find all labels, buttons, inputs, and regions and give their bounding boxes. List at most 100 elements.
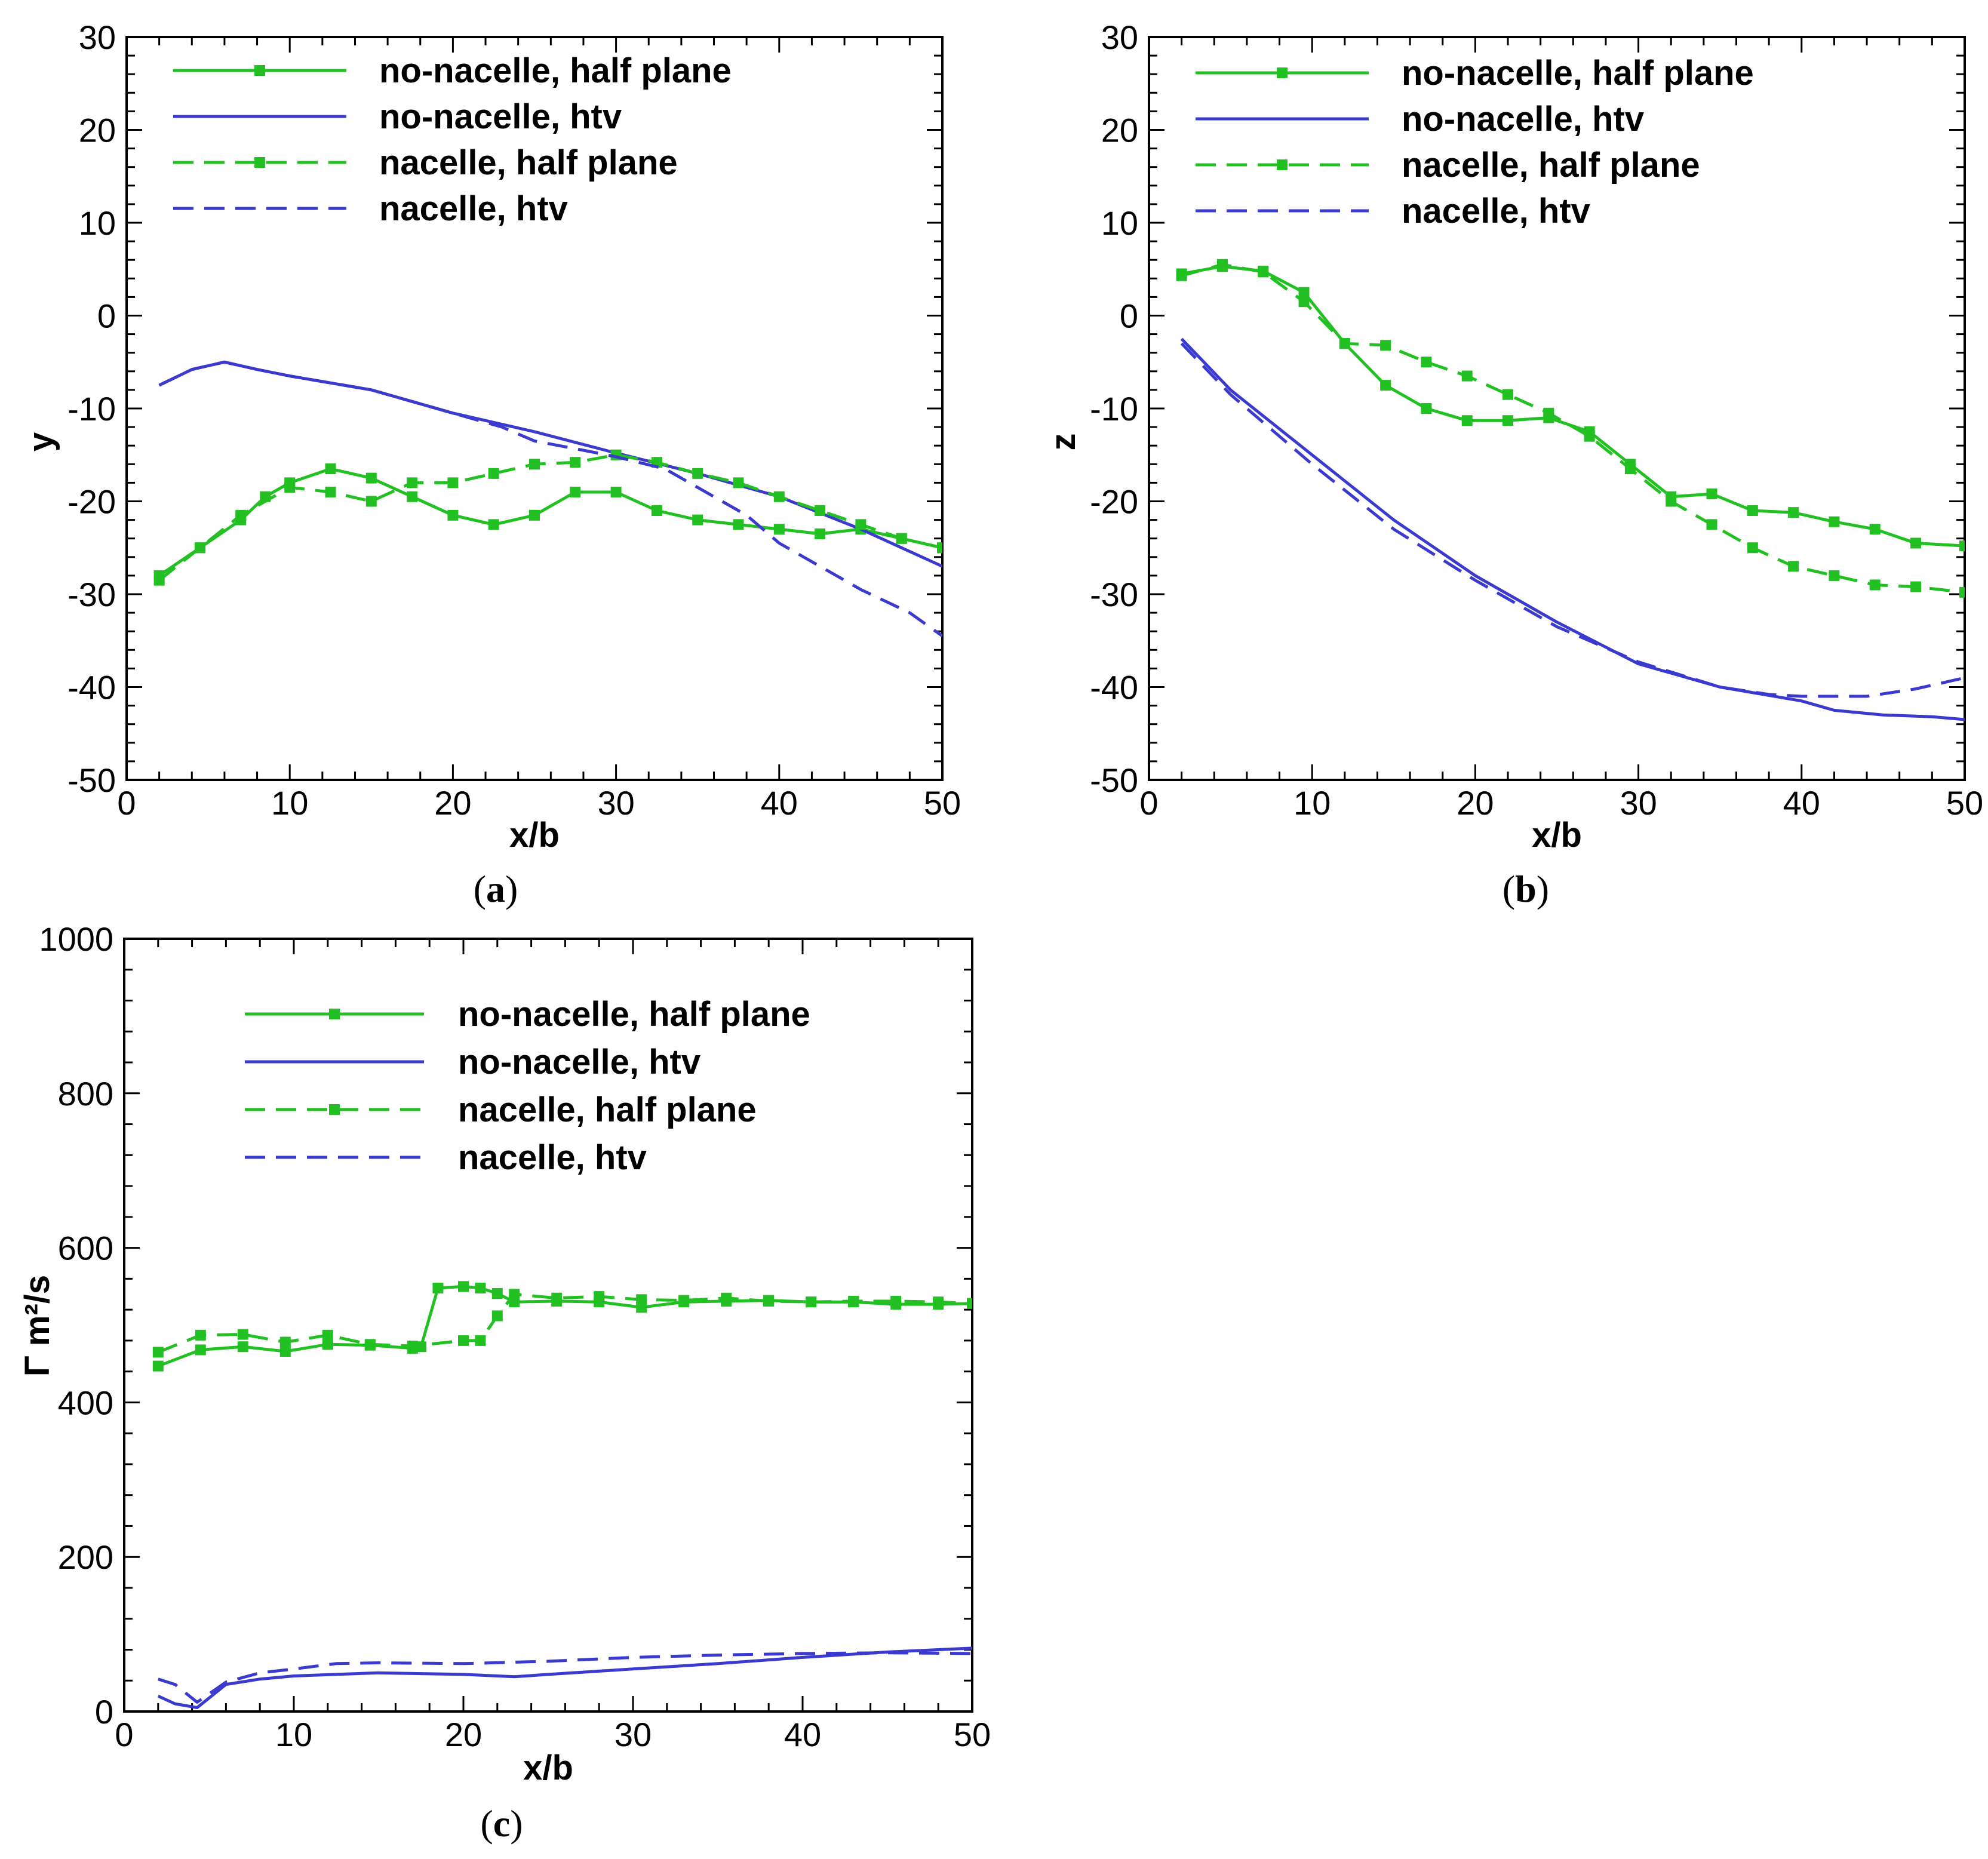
caption-close-paren: )	[510, 1802, 523, 1845]
legend-label-nonac_half: no-nacelle, half plane	[458, 995, 810, 1034]
data-point-nonac_half	[195, 1344, 206, 1356]
legend: no-nacelle, half plane no-nacelle, htv nac…	[1196, 54, 1754, 231]
data-point-nonac_half	[1869, 524, 1881, 535]
data-point-nac_half	[1869, 579, 1881, 591]
series-group	[1176, 259, 1965, 721]
data-point-nac_half	[152, 1347, 164, 1358]
chart-panel-c: 0 10 20 30 40 50 1000 800 600 400 200 0 x/b Γ m²/s (c)…	[18, 920, 991, 1845]
data-point-nonac_half	[773, 524, 785, 535]
y-tick-label: 200	[58, 1538, 113, 1576]
legend-marker-nac_half	[254, 157, 265, 168]
y-tick-label: -50	[1090, 761, 1138, 799]
x-tick-label: 30	[614, 1716, 652, 1753]
data-point-nonac_half	[1747, 505, 1758, 517]
data-point-nac_half	[570, 457, 581, 468]
data-point-nac_half	[1461, 370, 1473, 382]
series-line-nac_half	[157, 1292, 972, 1354]
legend: no-nacelle, half plane no-nacelle, htv nac…	[173, 51, 732, 228]
data-point-nac_half	[195, 1329, 206, 1341]
y-tick-label: -40	[67, 669, 116, 706]
data-point-nac_half	[721, 1292, 732, 1304]
data-point-nac_half	[1176, 270, 1187, 281]
y-axis-title: z	[1044, 434, 1083, 451]
plot-frame	[123, 938, 973, 1713]
legend-label-nonac_htv: no-nacelle, htv	[1402, 100, 1644, 139]
data-point-nac_half	[237, 1329, 248, 1340]
y-tick-label: -50	[67, 761, 116, 799]
data-point-nac_half	[594, 1291, 605, 1302]
data-point-nac_half	[1624, 463, 1636, 475]
y-tick-label: 400	[58, 1384, 113, 1421]
data-point-nonac_half	[1788, 507, 1799, 518]
data-point-nac_half	[806, 1296, 817, 1308]
data-point-nac_half	[773, 491, 785, 502]
x-tick-label: 40	[1783, 784, 1820, 822]
y-tick-label: 20	[79, 112, 116, 149]
data-point-nac_half	[475, 1335, 486, 1346]
caption-close-paren: )	[1537, 868, 1549, 910]
legend-label-nonac_half: no-nacelle, half plane	[379, 51, 732, 90]
data-point-nac_half	[967, 1298, 972, 1309]
y-tick-label: 30	[1101, 19, 1138, 56]
data-point-nonac_half	[815, 528, 826, 539]
data-point-nac_half	[896, 533, 907, 544]
data-point-nonac_half	[610, 486, 622, 497]
data-point-nac_half	[1829, 570, 1840, 581]
legend-label-nac_half: nacelle, half plane	[1402, 146, 1700, 185]
legend-marker-nac_half	[329, 1104, 340, 1115]
data-point-nac_half	[636, 1294, 647, 1305]
data-point-nac_half	[364, 1339, 376, 1350]
data-point-nac_half	[678, 1295, 690, 1306]
data-point-nac_half	[1380, 340, 1391, 351]
caption-letter: c	[493, 1802, 510, 1845]
series-line-nonac_half	[1181, 265, 1965, 548]
y-axis-title: Γ m²/s	[18, 1275, 57, 1376]
y-tick-label: 10	[79, 204, 116, 242]
data-point-nac_half	[322, 1329, 333, 1341]
y-tick-label: 30	[79, 19, 116, 56]
data-point-nonac_half	[733, 519, 744, 530]
data-point-nac_half	[551, 1292, 563, 1304]
series-group	[153, 360, 942, 638]
x-tick-label: 40	[761, 784, 798, 822]
x-tick-label: 50	[1946, 784, 1983, 822]
caption-open-paren: (	[1502, 868, 1515, 910]
data-point-nac_half	[1747, 542, 1758, 554]
x-tick-label: 0	[1139, 784, 1158, 822]
data-point-nac_half	[1788, 561, 1799, 572]
data-point-nac_half	[1910, 581, 1922, 592]
data-point-nac_half	[763, 1295, 775, 1307]
data-point-nac_half	[1666, 496, 1677, 507]
data-point-nac_half	[509, 1289, 520, 1300]
series-line-nac_half	[1181, 263, 1965, 594]
data-point-nac_half	[1543, 407, 1554, 419]
data-point-nac_half	[153, 574, 165, 586]
data-point-nonac_half	[1706, 488, 1717, 500]
data-point-nac_half	[1706, 519, 1717, 530]
chart-panel-b: 0 10 20 30 40 50 30 20 10 0 -10 -20 -30 -40 -50 x/b z (b)…	[1044, 19, 1983, 910]
legend-label-nonac_htv: no-nacelle, htv	[458, 1043, 700, 1081]
data-point-nonac_half	[279, 1345, 291, 1357]
legend-label-nac_htv: nacelle, htv	[458, 1138, 647, 1177]
series-line-nonac_htv	[1180, 337, 1965, 721]
y-tick-label: -30	[1090, 576, 1138, 613]
legend-label-nonac_htv: no-nacelle, htv	[379, 97, 622, 136]
data-point-nac_half	[1339, 338, 1350, 349]
data-point-nac_half	[1216, 259, 1228, 270]
y-tick-label: -40	[1090, 669, 1138, 706]
data-point-nac_half	[407, 477, 418, 488]
data-point-nac_half	[890, 1295, 902, 1307]
panel-caption: (a)	[474, 868, 518, 910]
caption-letter: a	[486, 868, 505, 910]
x-tick-label: 20	[445, 1716, 482, 1753]
x-axis-title: x/b	[1532, 816, 1582, 855]
data-point-nonac_half	[570, 486, 581, 497]
x-tick-label: 0	[115, 1716, 133, 1753]
data-point-nonac_half	[692, 514, 703, 526]
y-tick-label: -20	[67, 483, 116, 521]
x-tick-label: 20	[434, 784, 471, 822]
series-line-nac_htv	[158, 1651, 972, 1704]
series-line-nac_htv	[1180, 342, 1965, 698]
data-point-nac_half	[488, 468, 499, 479]
